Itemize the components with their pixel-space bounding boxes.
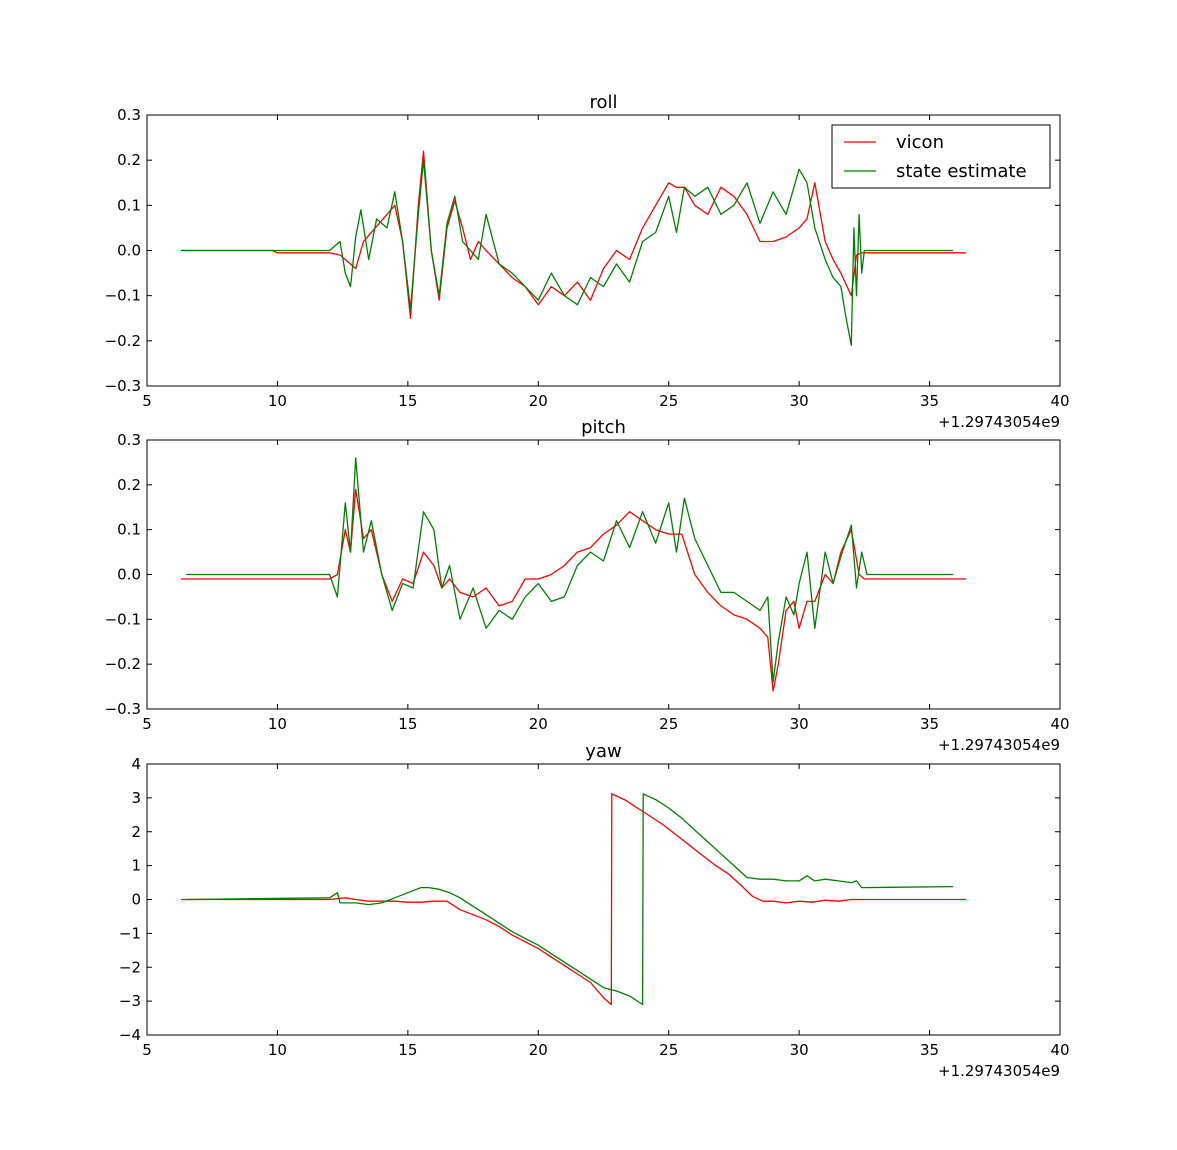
x-tick-label: 20 [529, 715, 548, 733]
x-tick-label: 30 [790, 392, 809, 410]
x-tick-label: 15 [398, 1041, 417, 1059]
y-tick-label: 0.3 [117, 106, 141, 124]
chart-title: roll [589, 92, 617, 113]
x-tick-label: 35 [920, 715, 939, 733]
x-offset-text: +1.29743054e9 [938, 736, 1060, 754]
y-tick-label: −0.3 [105, 700, 141, 718]
y-tick-label: 0.1 [117, 196, 141, 214]
chart-title: yaw [585, 741, 621, 762]
x-tick-label: 5 [142, 715, 152, 733]
series-line-state-estimate [180, 159, 953, 347]
y-tick-label: −0.1 [105, 610, 141, 628]
x-tick-label: 25 [659, 1041, 678, 1059]
y-tick-label: 4 [131, 755, 141, 773]
x-tick-label: 25 [659, 392, 678, 410]
y-tick-label: −0.3 [105, 377, 141, 395]
x-tick-label: 5 [142, 392, 152, 410]
x-tick-label: 35 [920, 1041, 939, 1059]
chart-title: pitch [581, 417, 626, 438]
roll-panel: roll 5 10 15 20 25 30 35 40 −0.3 −0.2 −0.1 0.0 0.1 0.2… [105, 92, 1070, 431]
y-tick-label: 0.1 [117, 521, 141, 539]
y-tick-label: −4 [119, 1026, 141, 1044]
y-tick-label: −3 [119, 992, 141, 1010]
x-tick-label: 15 [398, 392, 417, 410]
y-tick-label: 0.2 [117, 151, 141, 169]
y-tick-label: 2 [131, 823, 141, 841]
x-tick-label: 40 [1050, 715, 1069, 733]
legend-box [831, 124, 1051, 189]
legend: vicon state estimate [831, 124, 1051, 189]
x-tick-label: 15 [398, 715, 417, 733]
y-tick-label: 0.3 [117, 431, 141, 449]
x-tick-label: 40 [1050, 392, 1069, 410]
series-line-vicon [180, 488, 967, 692]
x-tick-label: 30 [790, 1041, 809, 1059]
y-tick-label: 1 [131, 857, 141, 875]
y-tick-label: 0.0 [117, 242, 141, 260]
y-tick-label: −2 [119, 958, 141, 976]
x-tick-label: 5 [142, 1041, 152, 1059]
x-offset-text: +1.29743054e9 [938, 1062, 1060, 1080]
x-tick-label: 35 [920, 392, 939, 410]
series-line-state-estimate [186, 793, 954, 1006]
x-tick-label: 25 [659, 715, 678, 733]
x-tick-label: 20 [529, 392, 548, 410]
series-line-state-estimate [186, 457, 953, 683]
x-tick-label: 10 [268, 715, 287, 733]
y-tick-label: −0.1 [105, 287, 141, 305]
y-tick-label: −0.2 [105, 332, 141, 350]
x-tick-label: 40 [1050, 1041, 1069, 1059]
yaw-panel: yaw 5 10 15 20 25 30 35 40 −4 −3 −2 −1 0 1 2 3 4 +1.297430… [119, 741, 1070, 1080]
y-tick-label: 3 [131, 789, 141, 807]
y-tick-label: 0 [131, 891, 141, 909]
pitch-panel: pitch 5 10 15 20 25 30 35 40 −0.3 −0.2 −0.1 0.0 0.1 0.… [105, 417, 1070, 754]
y-tick-label: −0.2 [105, 655, 141, 673]
legend-label: state estimate [896, 161, 1027, 182]
x-tick-label: 20 [529, 1041, 548, 1059]
legend-label: vicon [896, 132, 944, 153]
y-tick-label: 0.0 [117, 566, 141, 584]
series-line-vicon [180, 793, 967, 1006]
y-tick-label: −1 [119, 924, 141, 942]
x-tick-label: 10 [268, 392, 287, 410]
x-tick-label: 10 [268, 1041, 287, 1059]
y-tick-label: 0.2 [117, 476, 141, 494]
x-tick-label: 30 [790, 715, 809, 733]
x-offset-text: +1.29743054e9 [938, 413, 1060, 431]
